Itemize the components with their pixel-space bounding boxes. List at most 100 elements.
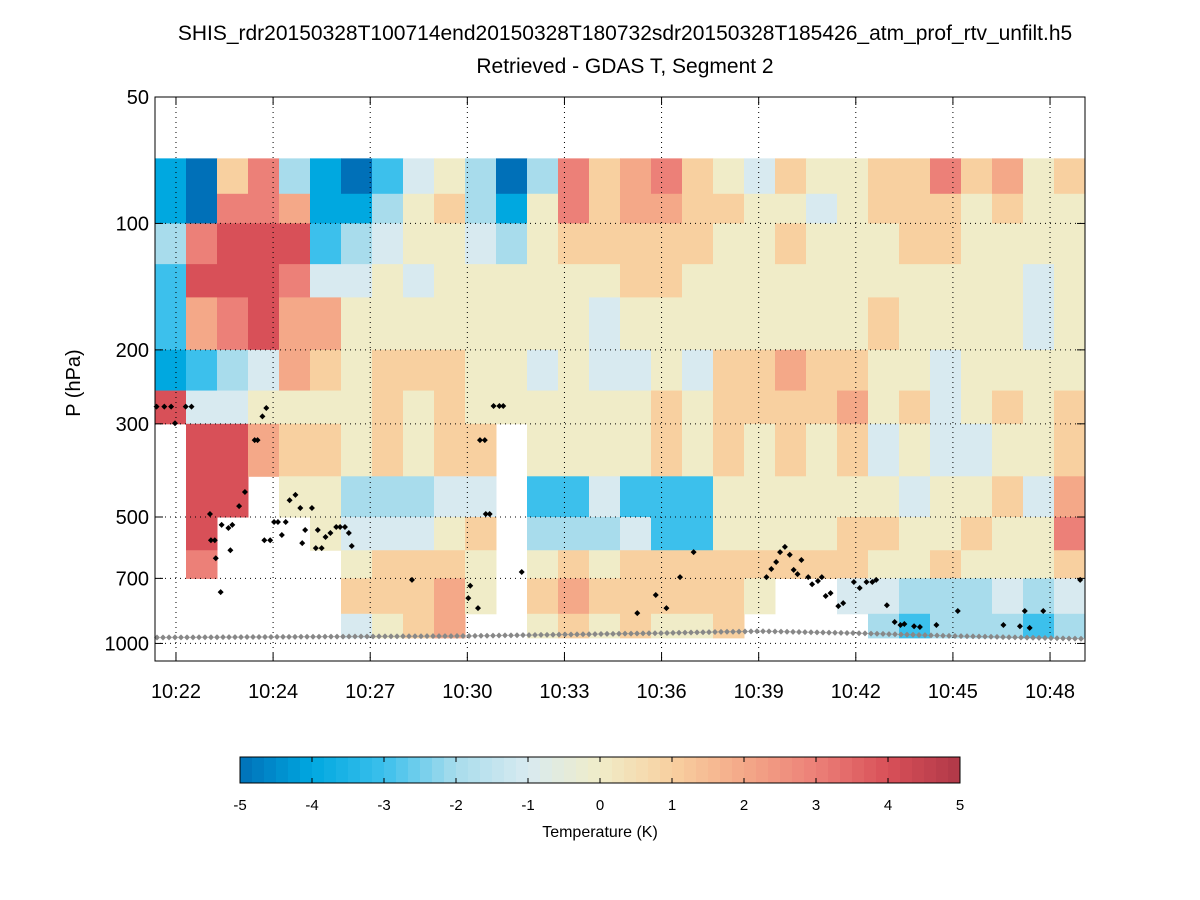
heatmap-cell bbox=[217, 297, 249, 351]
colorbar-swatch bbox=[636, 757, 649, 783]
colorbar-swatch bbox=[480, 757, 493, 783]
heatmap-cell bbox=[837, 297, 869, 351]
heatmap-cell bbox=[992, 264, 1024, 298]
heatmap-cell bbox=[651, 517, 683, 551]
surface-marker bbox=[628, 630, 634, 637]
heatmap-cell bbox=[372, 297, 404, 351]
cloud-top-marker bbox=[337, 523, 344, 530]
cloud-top-marker bbox=[916, 624, 923, 631]
colorbar-swatch bbox=[540, 757, 553, 783]
heatmap-cell bbox=[961, 223, 993, 265]
cloud-top-marker bbox=[873, 576, 880, 583]
heatmap-cell bbox=[899, 264, 931, 298]
colorbar-tick-label: -4 bbox=[305, 797, 318, 814]
heatmap-cell bbox=[930, 476, 962, 518]
surface-marker bbox=[694, 629, 700, 636]
heatmap-cell bbox=[465, 193, 497, 224]
cloud-top-marker bbox=[261, 537, 268, 544]
cloud-top-marker bbox=[798, 557, 805, 564]
heatmap-cell bbox=[434, 297, 466, 351]
surface-marker bbox=[364, 633, 370, 640]
heatmap-cell bbox=[651, 550, 683, 579]
x-tick-label: 10:22 bbox=[151, 681, 201, 703]
heatmap-cell bbox=[837, 349, 869, 392]
surface-marker bbox=[454, 633, 460, 640]
heatmap-cell bbox=[899, 390, 931, 425]
cloud-top-marker bbox=[794, 571, 801, 578]
cloud-top-marker bbox=[482, 511, 489, 518]
cloud-top-marker bbox=[241, 489, 248, 496]
cloud-top-marker bbox=[161, 403, 168, 410]
heatmap-cell bbox=[217, 264, 249, 298]
heatmap-cell bbox=[403, 223, 435, 265]
surface-marker bbox=[256, 633, 262, 640]
heatmap-cell bbox=[310, 517, 342, 551]
heatmap-cell bbox=[496, 264, 528, 298]
cloud-top-marker bbox=[218, 521, 225, 528]
cloud-top-marker bbox=[259, 413, 266, 420]
heatmap-cell bbox=[403, 550, 435, 579]
heatmap-cells bbox=[155, 158, 1086, 639]
colorbar-swatch bbox=[444, 757, 457, 783]
surface-marker bbox=[664, 630, 670, 637]
heatmap-cell bbox=[1023, 223, 1055, 265]
heatmap-cell bbox=[434, 550, 466, 579]
heatmap-cell bbox=[341, 517, 373, 551]
heatmap-cell bbox=[837, 550, 869, 579]
heatmap-cell bbox=[713, 349, 745, 392]
surface-marker bbox=[1036, 634, 1042, 641]
surface-marker bbox=[934, 632, 940, 639]
surface-marker bbox=[1066, 635, 1072, 642]
heatmap-cell bbox=[527, 264, 559, 298]
heatmap-cell bbox=[558, 349, 590, 392]
cloud-top-marker bbox=[168, 403, 175, 410]
heatmap-cell bbox=[186, 550, 218, 579]
heatmap-cell bbox=[186, 193, 218, 224]
heatmap-cell bbox=[992, 297, 1024, 351]
cloud-top-marker bbox=[1016, 623, 1023, 630]
surface-marker bbox=[886, 631, 892, 638]
heatmap-cell bbox=[217, 476, 249, 518]
cloud-top-marker bbox=[297, 505, 304, 512]
heatmap-cell bbox=[837, 517, 869, 551]
heatmap-cell bbox=[992, 476, 1024, 518]
cloud-top-marker bbox=[954, 607, 961, 614]
surface-marker bbox=[406, 633, 412, 640]
surface-marker bbox=[598, 631, 604, 638]
heatmap-cell bbox=[341, 550, 373, 579]
colorbar-tick-label: -2 bbox=[449, 797, 462, 814]
surface-marker bbox=[232, 634, 238, 641]
colorbar-swatch bbox=[516, 757, 529, 783]
heatmap-cell bbox=[527, 550, 559, 579]
colorbar-swatch bbox=[264, 757, 277, 783]
heatmap-cell bbox=[496, 349, 528, 392]
surface-marker bbox=[310, 633, 316, 640]
heatmap-cell bbox=[403, 517, 435, 551]
colorbar-swatch bbox=[852, 757, 865, 783]
heatmap-cell bbox=[775, 517, 807, 551]
heatmap-cell bbox=[651, 349, 683, 392]
heatmap-cell bbox=[620, 390, 652, 425]
heatmap-cell bbox=[1054, 613, 1086, 639]
heatmap-cell bbox=[899, 517, 931, 551]
heatmap-cell bbox=[682, 550, 714, 579]
heatmap-cell bbox=[341, 349, 373, 392]
heatmap-cell bbox=[186, 297, 218, 351]
surface-marker bbox=[850, 630, 856, 637]
colorbar-swatch bbox=[768, 757, 781, 783]
heatmap-cell bbox=[589, 423, 621, 477]
heatmap-cell bbox=[403, 158, 435, 195]
colorbar-tick-label: 2 bbox=[740, 797, 748, 814]
heatmap-cell bbox=[372, 349, 404, 392]
colorbar-swatch bbox=[936, 757, 949, 783]
cloud-top-marker bbox=[327, 530, 334, 537]
heatmap-cell bbox=[589, 158, 621, 195]
heatmap-cell bbox=[899, 550, 931, 579]
heatmap-cell bbox=[527, 193, 559, 224]
surface-marker bbox=[370, 633, 376, 640]
cloud-top-marker bbox=[278, 532, 285, 539]
heatmap-cell bbox=[868, 476, 900, 518]
cloud-top-marker bbox=[188, 403, 195, 410]
heatmap-cell bbox=[248, 297, 280, 351]
heatmap-cell bbox=[465, 349, 497, 392]
